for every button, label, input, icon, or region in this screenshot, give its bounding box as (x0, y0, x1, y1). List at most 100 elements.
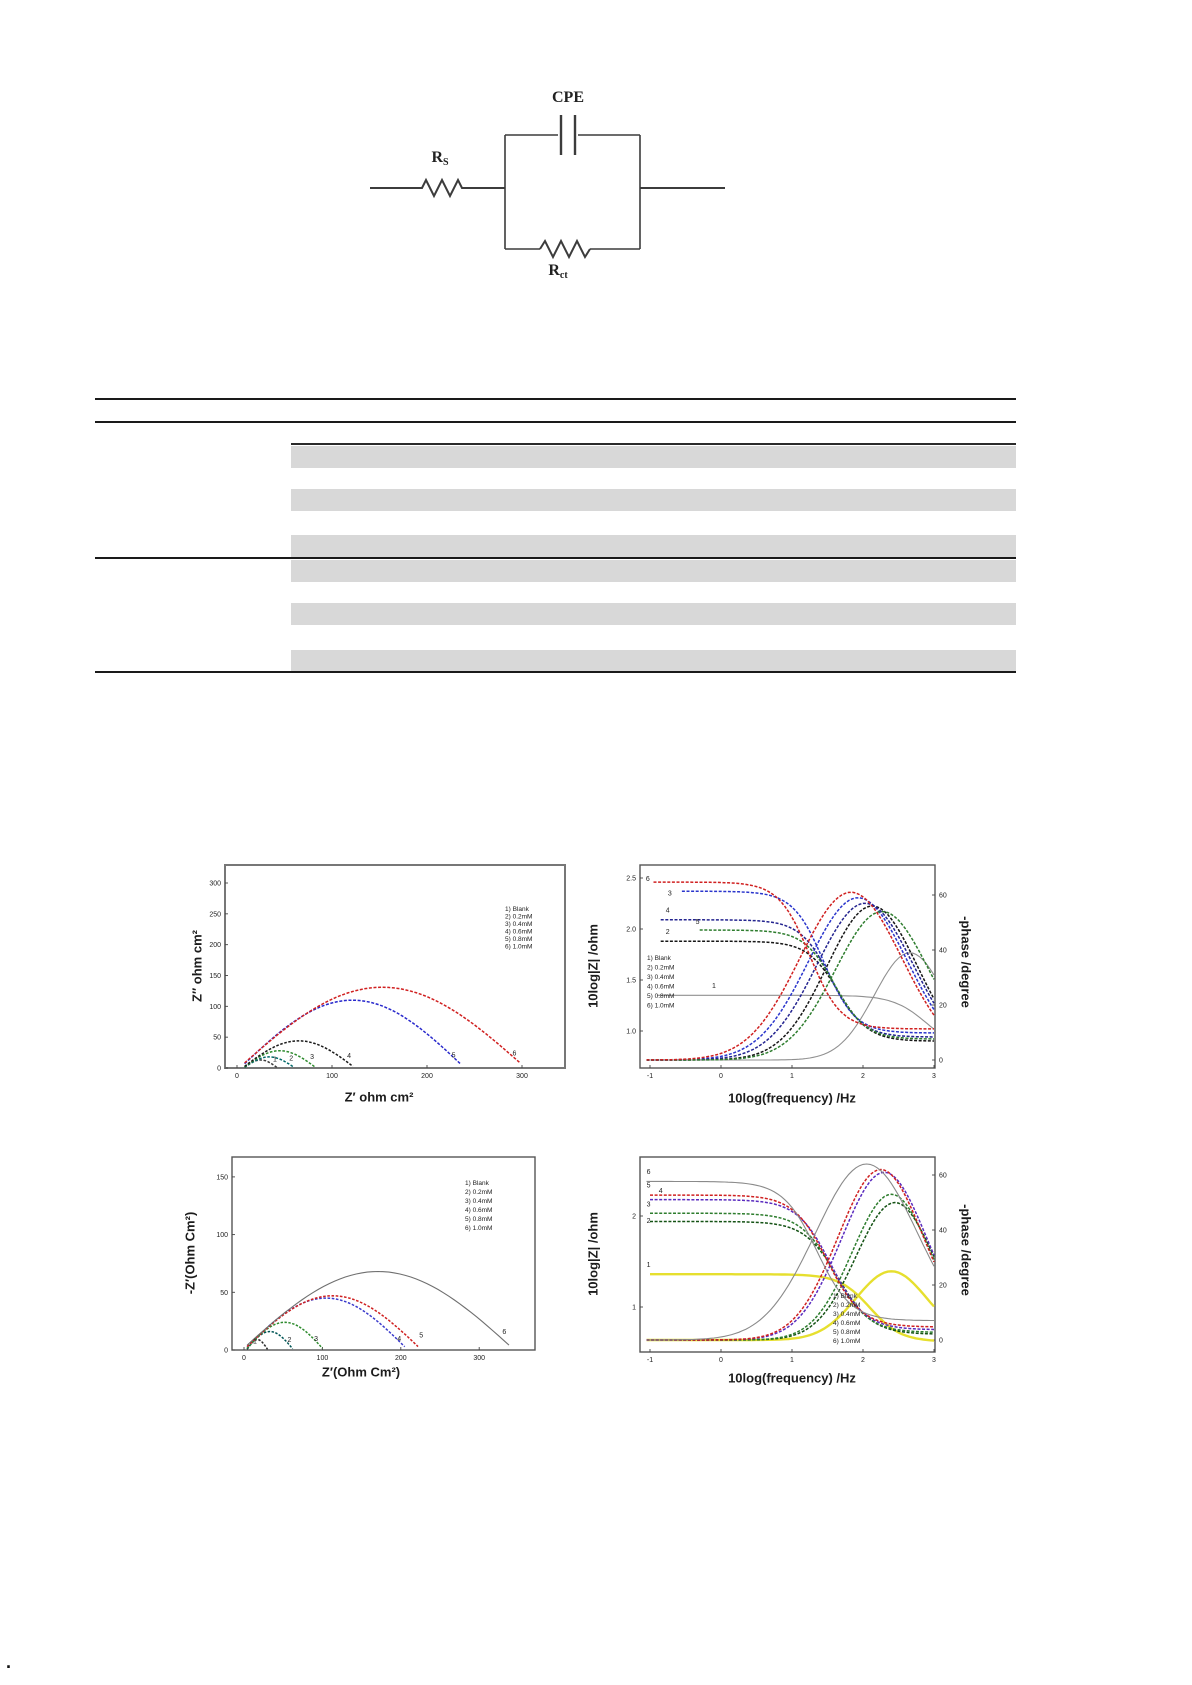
legend-entry: 1) Blank (833, 1293, 858, 1300)
nyquist-top-xlabel: Z′ ohm cm² (344, 1089, 414, 1105)
phase-curve-6 (646, 891, 935, 1061)
bode-plot-bottom: -1 0 1 2 3 2 1 60 40 20 0 6 5 4 3 2 1 1) Blank 2) 0.2mM 3) … (632, 1156, 947, 1364)
stray-period-mark: . (6, 1652, 12, 1672)
legend-entry: 5) 0.8mM (647, 993, 674, 1000)
phase-curve-2 (646, 905, 935, 1061)
curve-number-label: 2 (289, 1055, 293, 1062)
legend-entry: 4) 0.6mM (833, 1320, 860, 1327)
magnitude-curve-3 (681, 890, 934, 1034)
legend-entry: 4) 0.6mM (505, 929, 532, 936)
plot-frame (639, 1156, 936, 1353)
curve-number-label: 5 (452, 1052, 456, 1059)
table-row (291, 446, 1016, 468)
equivalent-circuit-figure: CPE RS Rct (370, 89, 725, 281)
x-tick-label: 0 (242, 1355, 246, 1362)
table-rule-bottom (95, 671, 1016, 673)
impedance-arc-5 (244, 999, 461, 1065)
x-tick-label: 3 (932, 1073, 936, 1080)
y-tick-label: 250 (209, 911, 221, 918)
curve-number-label: 4 (659, 1188, 663, 1195)
phase-curve-4 (646, 902, 935, 1061)
x-tick-label: 0 (719, 1357, 723, 1364)
magnitude-curve-3 (650, 1212, 934, 1333)
y-tick-label: 200 (209, 942, 221, 949)
magnitude-curve-2 (650, 1220, 935, 1335)
curve-number-label: 3 (647, 1202, 651, 1209)
legend-entry: 6) 1.0mM (647, 1003, 674, 1010)
curve-number-label: 5 (696, 919, 700, 926)
curve-number-label: 1 (712, 983, 716, 990)
y2-tick-label: 40 (939, 948, 947, 955)
y-tick-label: 300 (209, 881, 221, 888)
curve-number-label: 1 (273, 1057, 277, 1064)
legend-entry: 2) 0.2mM (505, 914, 532, 921)
nyquist-bottom-xlabel: Z′(Ohm Cm²) (321, 1364, 401, 1380)
magnitude-curve-4 (660, 919, 935, 1038)
table-row (291, 489, 1016, 511)
curve-number-label: 3 (668, 890, 672, 897)
legend-entry: 3) 0.4mM (505, 921, 532, 928)
curve-number-label: 6 (512, 1051, 516, 1058)
nyquist-plot-bottom: 0 100 200 300 150 100 50 0 1 2 3 4 5 6 1) Blank 2) 0.2m… (216, 1156, 536, 1362)
legend-entry: 1) Blank (465, 1180, 490, 1187)
y2-tick-label: 0 (939, 1338, 943, 1345)
curve-number-label: 1 (253, 1338, 257, 1345)
phase-curve-1 (646, 952, 935, 1061)
magnitude-curve-1 (650, 1273, 935, 1342)
impedance-arc-4 (244, 1040, 354, 1067)
x-tick-label: 200 (395, 1355, 407, 1362)
legend-entry: 5) 0.8mM (505, 936, 532, 943)
phase-curve-3 (646, 1193, 935, 1341)
curve-number-label: 6 (502, 1329, 506, 1336)
bode-bottom-ylabel: 10log|Z| /ohm (585, 1212, 601, 1296)
y-tick-label: 0 (217, 1066, 221, 1073)
phase-curve-4 (646, 1171, 935, 1341)
y-tick-label: 100 (209, 1004, 221, 1011)
curve-number-label: 6 (646, 876, 650, 883)
magnitude-curve-6 (646, 1180, 934, 1322)
legend-entry: 6) 1.0mM (833, 1338, 860, 1345)
plot-frame (639, 864, 936, 1069)
curve-number-label: 3 (314, 1336, 318, 1343)
rct-resistor (539, 238, 591, 260)
x-tick-label: 0 (719, 1073, 723, 1080)
table-rule-header (95, 421, 1016, 423)
rct-label: Rct (548, 262, 568, 281)
curve-number-label: 4 (347, 1053, 351, 1060)
curve-number-label: 4 (397, 1336, 401, 1343)
nyquist-bottom-ylabel: -Z′(Ohm Cm²) (182, 1211, 198, 1295)
impedance-arc-6 (244, 986, 521, 1064)
legend-entry: 1) Blank (647, 955, 672, 962)
y-tick-label: 50 (213, 1035, 221, 1042)
y-tick-label: 2 (632, 1214, 636, 1221)
y2-tick-label: 60 (939, 1173, 947, 1180)
legend-entry: 3) 0.4mM (833, 1311, 860, 1318)
impedance-arc-4 (246, 1297, 406, 1348)
y-tick-label: 1.0 (626, 1029, 636, 1036)
rs-resistor (370, 177, 505, 199)
curve-number-label: 2 (647, 1218, 651, 1225)
magnitude-curve-4 (650, 1198, 935, 1331)
impedance-arc-2 (246, 1330, 294, 1350)
legend-entry: 4) 0.6mM (647, 984, 674, 991)
rs-label: RS (431, 149, 449, 168)
table-row (291, 535, 1016, 557)
magnitude-curve-6 (653, 881, 934, 1030)
curve-number-label: 2 (288, 1337, 292, 1344)
nyquist-top-ylabel: Z″ ohm cm² (189, 930, 205, 1002)
table-row (291, 650, 1016, 672)
table-row (291, 603, 1016, 625)
plot-frame (231, 1156, 536, 1351)
y-tick-label: 1 (632, 1305, 636, 1312)
curve-number-label: 3 (310, 1054, 314, 1061)
x-tick-label: 300 (473, 1355, 485, 1362)
x-tick-label: 2 (861, 1357, 865, 1364)
legend-entry: 6) 1.0mM (505, 944, 532, 951)
impedance-arc-3 (244, 1049, 316, 1068)
x-tick-label: 100 (326, 1073, 338, 1080)
legend-entry: 2) 0.2mM (647, 965, 674, 972)
parallel-box (504, 134, 641, 250)
bode-top-y2label: -phase /degree (958, 916, 974, 1008)
phase-curve-5 (646, 910, 935, 1061)
phase-curve-3 (646, 897, 935, 1061)
